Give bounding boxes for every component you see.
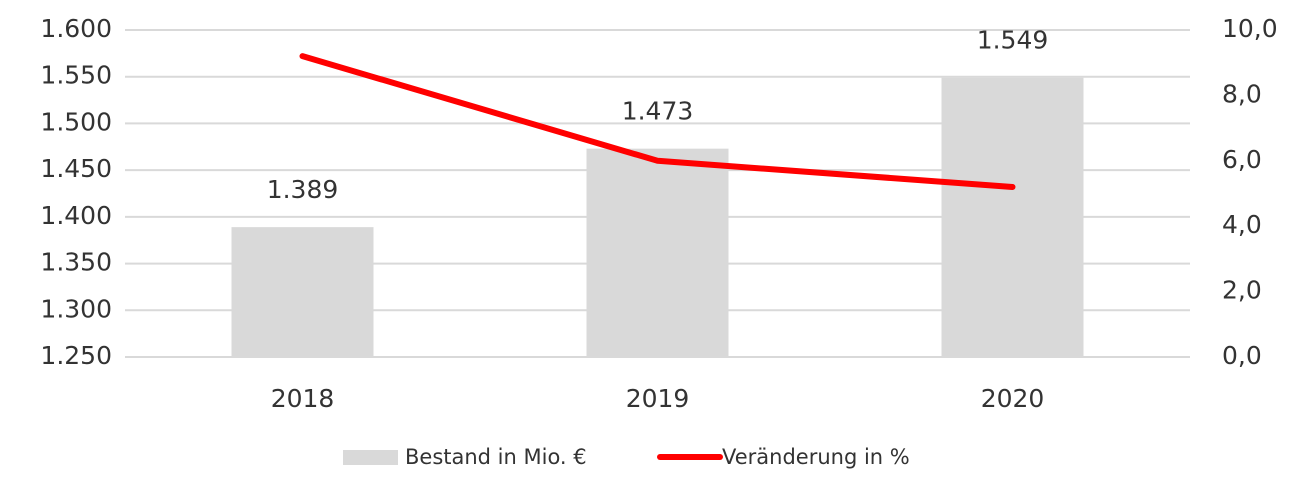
data-label: 1.549 — [977, 26, 1049, 55]
legend-swatch — [343, 450, 398, 465]
bar — [586, 148, 729, 357]
y-tick-label: 1.300 — [40, 294, 112, 323]
y2-tick-label: 0,0 — [1222, 341, 1262, 370]
bar — [941, 77, 1084, 358]
y-tick-label: 1.500 — [40, 107, 112, 136]
legend-label: Veränderung in % — [722, 445, 910, 469]
y2-tick-label: 10,0 — [1222, 14, 1278, 43]
y2-tick-label: 6,0 — [1222, 145, 1262, 174]
y2-tick-label: 8,0 — [1222, 79, 1262, 108]
y-tick-label: 1.400 — [40, 201, 112, 230]
y-tick-label: 1.250 — [40, 341, 112, 370]
y-tick-label: 1.600 — [40, 14, 112, 43]
data-label: 1.473 — [622, 97, 694, 126]
y-tick-label: 1.350 — [40, 248, 112, 277]
y-tick-label: 1.450 — [40, 154, 112, 183]
legend-label: Bestand in Mio. € — [405, 445, 587, 469]
data-label: 1.389 — [267, 175, 339, 204]
y-tick-label: 1.550 — [40, 61, 112, 90]
bar — [231, 227, 374, 357]
y2-tick-label: 2,0 — [1222, 276, 1262, 305]
x-tick-label: 2018 — [271, 384, 335, 413]
x-tick-label: 2019 — [626, 384, 690, 413]
y2-tick-label: 4,0 — [1222, 210, 1262, 239]
x-tick-label: 2020 — [981, 384, 1045, 413]
line — [299, 53, 1016, 190]
